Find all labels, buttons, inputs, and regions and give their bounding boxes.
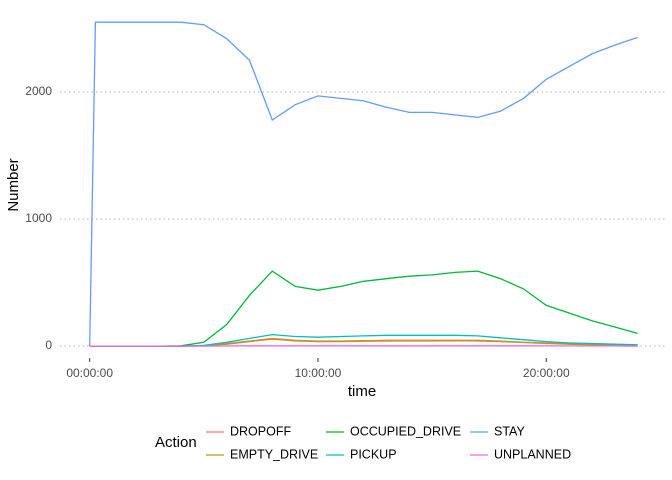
legend-label: STAY [494,424,525,438]
series-line [89,270,638,347]
y-tick-label: 2000 [25,84,52,98]
y-tick-label: 1000 [25,211,52,225]
x-tick-label: 00:00:00 [66,366,113,380]
legend-label: OCCUPIED_DRIVE [350,424,461,438]
y-axis-title: Number [5,158,22,211]
y-tick-label: 0 [45,338,52,352]
legend-label: UNPLANNED [494,447,571,461]
x-axis-title: time [348,383,376,400]
legend-label: PICKUP [350,447,397,461]
legend-label: DROPOFF [230,424,291,438]
series-line [89,21,638,347]
legend-title: Action [155,434,197,451]
x-tick-label: 10:00:00 [295,366,342,380]
legend-label: EMPTY_DRIVE [230,447,318,461]
x-tick-label: 20:00:00 [523,366,570,380]
